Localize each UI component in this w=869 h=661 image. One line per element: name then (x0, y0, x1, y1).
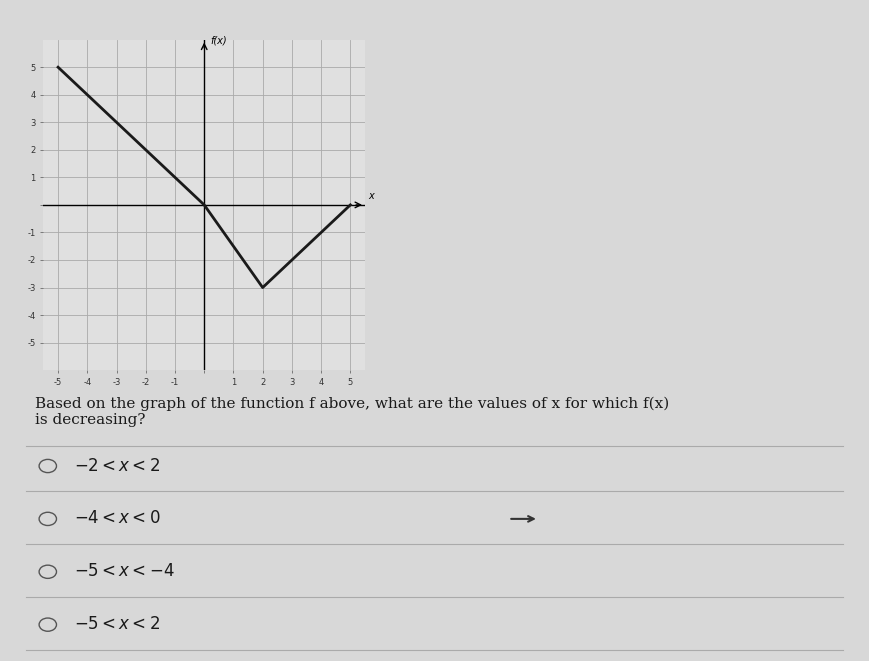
Text: Based on the graph of the function f above, what are the values of x for which f: Based on the graph of the function f abo… (35, 397, 669, 427)
Text: $-5 < x < -4$: $-5 < x < -4$ (74, 563, 175, 580)
Text: $-5 < x < 2$: $-5 < x < 2$ (74, 616, 160, 633)
Text: $-2 < x < 2$: $-2 < x < 2$ (74, 457, 160, 475)
Text: $-4 < x < 0$: $-4 < x < 0$ (74, 510, 161, 527)
Text: f(x): f(x) (210, 36, 227, 46)
Text: x: x (368, 192, 374, 202)
